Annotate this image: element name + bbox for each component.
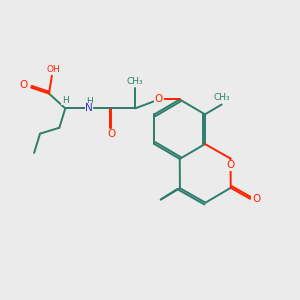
- Text: H: H: [86, 97, 92, 106]
- Text: H: H: [62, 96, 69, 105]
- Text: O: O: [155, 94, 163, 104]
- Text: O: O: [107, 129, 116, 139]
- Text: CH₃: CH₃: [213, 94, 230, 103]
- Text: CH₃: CH₃: [127, 76, 143, 85]
- Text: O: O: [252, 194, 260, 204]
- Text: O: O: [226, 160, 235, 170]
- Text: OH: OH: [46, 65, 60, 74]
- Text: N: N: [85, 103, 93, 113]
- Text: O: O: [20, 80, 28, 90]
